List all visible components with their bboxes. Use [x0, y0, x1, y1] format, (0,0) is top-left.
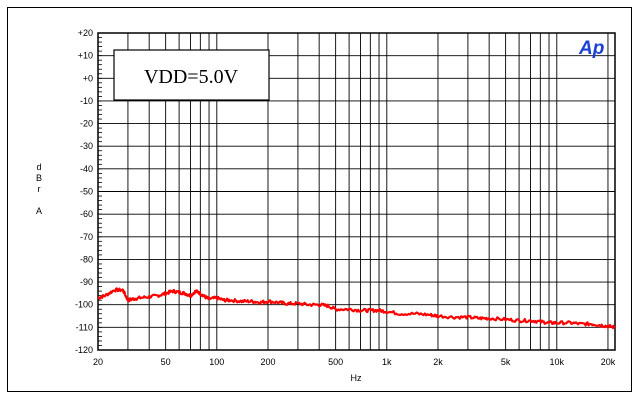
y-tick-label: -30: [80, 141, 93, 151]
y-tick-label: -40: [80, 164, 93, 174]
y-tick-label: +10: [78, 51, 93, 61]
x-axis-label: Hz: [351, 373, 362, 383]
plot-border: [97, 32, 616, 351]
svg-text:d: d: [36, 162, 41, 172]
y-tick-label: +0: [83, 73, 93, 83]
x-tick-label: 10k: [550, 357, 565, 367]
y-tick-label: -10: [80, 96, 93, 106]
annotation-box: VDD=5.0V: [113, 49, 270, 101]
y-tick-label: -120: [75, 345, 93, 355]
y-tick-label: -70: [80, 232, 93, 242]
tick-labels: +20 +10 +0 -10 -20 -30 -40 -50 -60 -70 -80 -90 -100 -…: [75, 28, 616, 367]
y-tick-label: -50: [80, 187, 93, 197]
y-tick-label: -80: [80, 254, 93, 264]
svg-text:r: r: [38, 184, 41, 194]
x-tick-label: 1k: [382, 357, 392, 367]
y-tick-label: +20: [78, 28, 93, 38]
annotation-text: VDD=5.0V: [144, 66, 239, 88]
y-tick-label: -20: [80, 119, 93, 129]
y-axis-label: d B r A: [36, 162, 42, 216]
x-tick-label: 50: [161, 357, 171, 367]
y-tick-label: -110: [76, 322, 93, 332]
y-tick-label: -100: [75, 300, 93, 310]
ap-logo: Ap: [578, 38, 604, 59]
x-tick-label: 100: [209, 357, 224, 367]
x-tick-label: 20: [93, 357, 103, 367]
y-tick-label: -60: [80, 209, 93, 219]
x-tick-label: 2k: [433, 357, 443, 367]
svg-text:B: B: [36, 173, 42, 183]
x-tick-label: 5k: [501, 357, 511, 367]
x-tick-label: 200: [260, 357, 275, 367]
y-tick-label: -90: [80, 277, 93, 287]
x-tick-label: 500: [328, 357, 343, 367]
svg-text:A: A: [36, 206, 42, 216]
series-line: [97, 287, 616, 330]
x-tick-label: 20k: [601, 357, 616, 367]
